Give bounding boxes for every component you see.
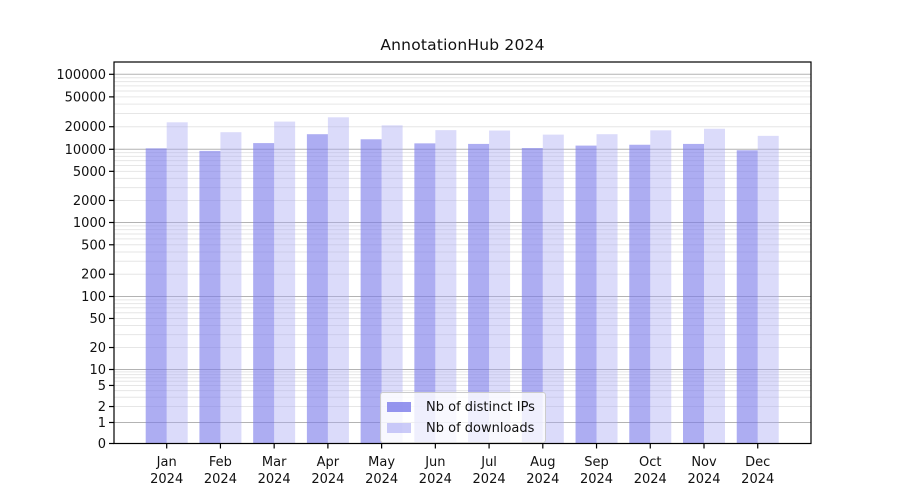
bar-nb-of-downloads-may: [381, 125, 403, 444]
x-axis-tick-label-dec: Dec 2024: [741, 455, 774, 487]
bar-nb-of-downloads-jul: [489, 130, 511, 444]
bar-nb-of-downloads-dec: [757, 135, 779, 444]
y-axis-tick-label: 20: [89, 341, 106, 356]
y-axis-tick-label: 50: [89, 312, 106, 327]
bar-nb-of-distinct-ips-mar: [253, 143, 275, 444]
bar-nb-of-distinct-ips-aug: [521, 148, 543, 444]
legend-label-distinct-ips: Nb of distinct IPs: [426, 399, 535, 415]
x-axis-tick-label-jun: Jun 2024: [419, 455, 452, 487]
bar-nb-of-downloads-nov: [704, 128, 725, 444]
y-axis-tick-label: 2: [98, 400, 106, 415]
y-axis-tick-label: 1: [98, 416, 106, 431]
legend-label-downloads: Nb of downloads: [426, 420, 535, 436]
y-axis-tick-label: 1000: [73, 216, 106, 231]
bar-nb-of-distinct-ips-jul: [468, 143, 490, 444]
bar-nb-of-downloads-aug: [542, 134, 564, 444]
y-axis-tick-label: 100000: [56, 68, 106, 83]
bar-nb-of-downloads-apr: [327, 117, 349, 444]
y-axis-tick-label: 10000: [65, 143, 106, 158]
x-axis-tick-label-sep: Sep 2024: [580, 455, 613, 487]
bar-nb-of-downloads-jan: [166, 122, 188, 444]
legend-row-distinct-ips: Nb of distinct IPs: [387, 398, 535, 416]
legend-swatch-distinct-ips: [387, 402, 411, 412]
y-axis-tick-label: 500: [81, 238, 106, 253]
x-axis-tick-label-may: May 2024: [365, 455, 398, 487]
y-axis-tick-label: 5000: [73, 165, 106, 180]
bar-nb-of-downloads-oct: [650, 130, 672, 444]
legend-row-downloads: Nb of downloads: [387, 419, 535, 437]
bar-nb-of-downloads-jun: [435, 130, 457, 444]
plot-spines: [113, 61, 812, 445]
chart-title: AnnotationHub 2024: [380, 36, 545, 54]
bar-nb-of-distinct-ips-dec: [736, 150, 758, 444]
y-axis-tick-label: 20000: [65, 120, 106, 135]
y-axis-tick-label: 5: [98, 379, 106, 394]
legend-swatch-downloads: [387, 423, 411, 433]
x-axis-tick-label-oct: Oct 2024: [634, 455, 667, 487]
y-axis-tick-label: 2000: [73, 194, 106, 209]
bar-nb-of-distinct-ips-feb: [199, 150, 221, 444]
x-axis-tick-label-mar: Mar 2024: [258, 455, 291, 487]
bar-nb-of-distinct-ips-jun: [414, 143, 436, 444]
bar-nb-of-downloads-mar: [274, 121, 296, 444]
y-axis-tick-label: 50000: [65, 90, 106, 105]
x-axis-tick-label-nov: Nov 2024: [687, 455, 720, 487]
y-axis-tick-label: 100: [81, 290, 106, 305]
x-axis-tick-label-aug: Aug 2024: [526, 455, 559, 487]
bar-nb-of-downloads-sep: [596, 134, 618, 444]
bar-nb-of-downloads-feb: [220, 132, 242, 444]
chart-legend: Nb of distinct IPs Nb of downloads: [380, 392, 546, 443]
x-axis-tick-label-jul: Jul 2024: [473, 455, 506, 487]
bar-nb-of-distinct-ips-nov: [683, 143, 704, 444]
y-axis-tick-label: 10: [89, 363, 106, 378]
x-axis-tick-label-jan: Jan 2024: [150, 455, 183, 487]
bar-nb-of-distinct-ips-apr: [306, 134, 328, 444]
y-axis-tick-label: 0: [98, 437, 106, 452]
x-axis-tick-label-feb: Feb 2024: [204, 455, 237, 487]
y-axis-tick-label: 200: [81, 268, 106, 283]
bar-nb-of-distinct-ips-jan: [145, 148, 167, 444]
bar-nb-of-distinct-ips-may: [360, 139, 382, 444]
x-axis-tick-label-apr: Apr 2024: [311, 455, 344, 487]
bar-nb-of-distinct-ips-oct: [629, 144, 651, 444]
bar-nb-of-distinct-ips-sep: [575, 145, 597, 444]
